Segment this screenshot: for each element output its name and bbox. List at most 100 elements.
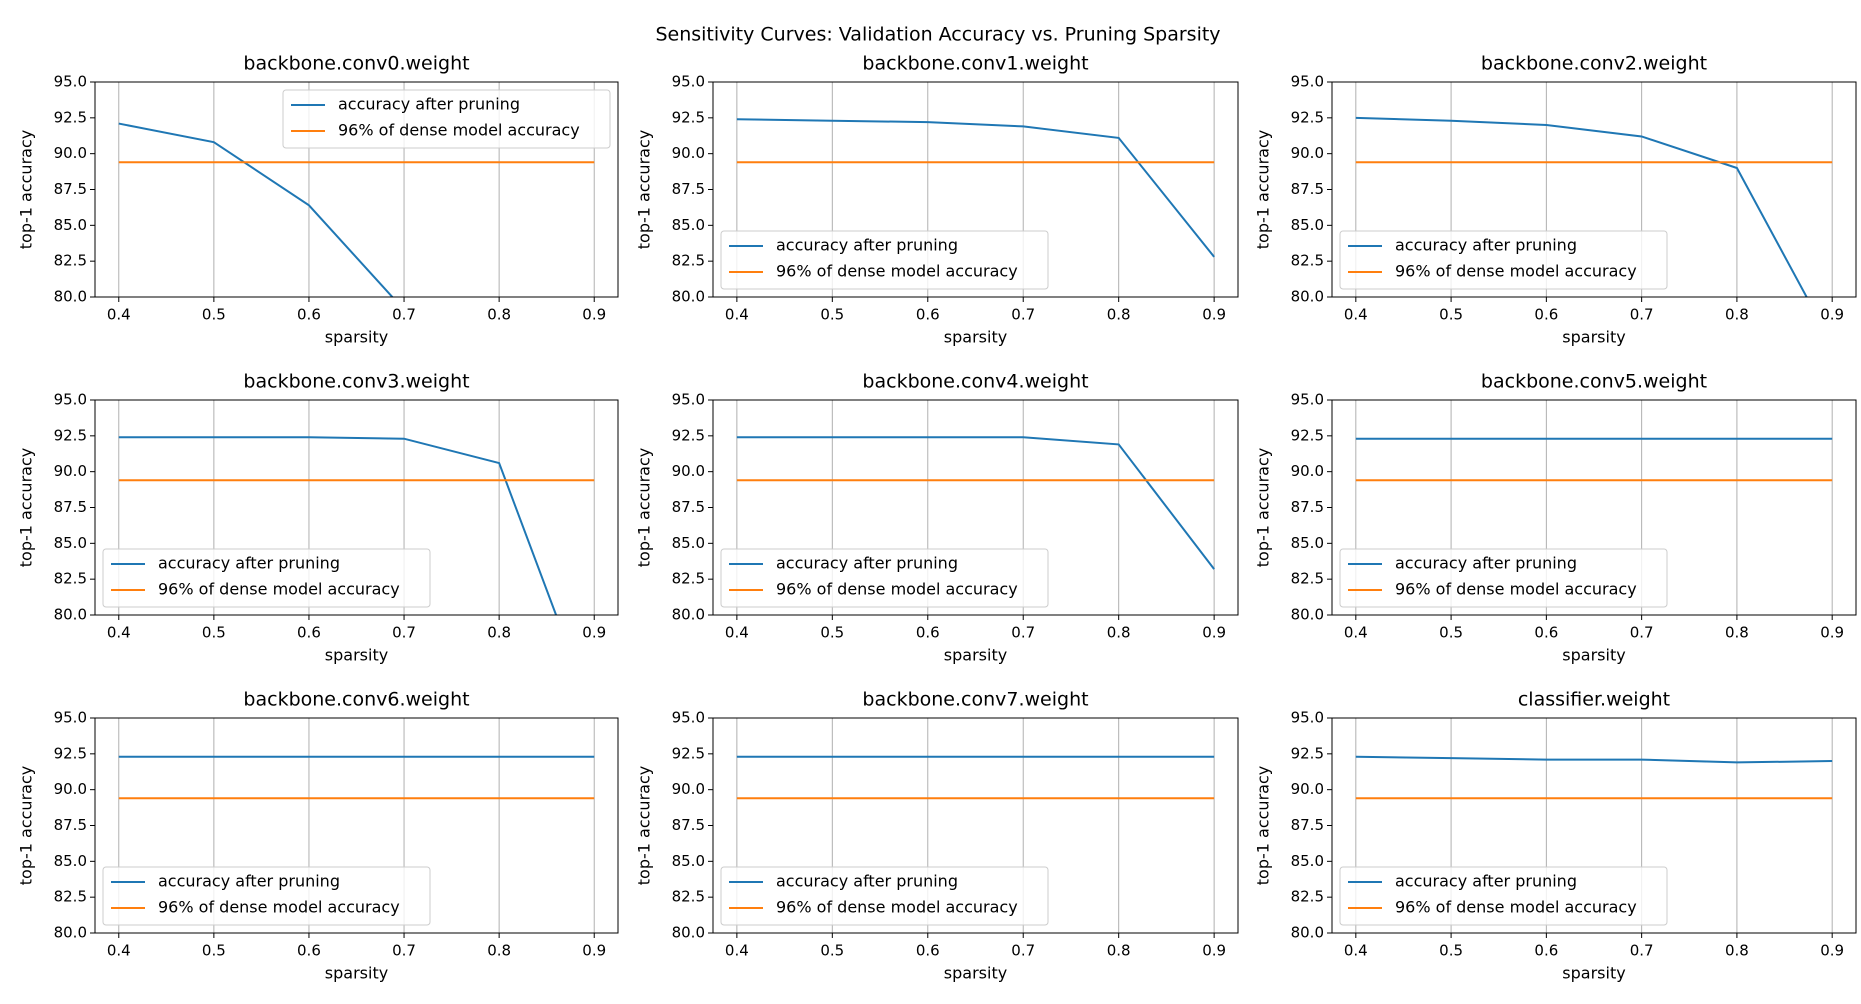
x-tick-label: 0.6 <box>1534 306 1558 324</box>
plot-frame <box>712 717 1239 934</box>
plot-frame <box>712 399 1239 616</box>
y-tick-label: 85.0 <box>54 216 87 234</box>
plot-frame <box>94 399 619 616</box>
y-axis-label: top-1 accuracy <box>1254 448 1273 567</box>
legend: accuracy after pruning 96% of dense model… <box>720 866 1049 926</box>
subplot-title: backbone.conv3.weight <box>243 371 469 393</box>
x-tick-label: 0.6 <box>297 942 321 960</box>
x-axis-label: sparsity <box>325 328 388 347</box>
x-tick-label: 0.4 <box>107 306 131 324</box>
legend-label: accuracy after pruning <box>1395 554 1577 573</box>
x-tick-label: 0.6 <box>297 306 321 324</box>
y-tick-label: 87.5 <box>54 816 87 834</box>
x-tick-label: 0.4 <box>1344 306 1368 324</box>
y-tick-label: 90.0 <box>672 780 705 798</box>
subplot-title: backbone.conv1.weight <box>862 53 1088 75</box>
x-tick-label: 0.9 <box>1820 306 1844 324</box>
legend-label: 96% of dense model accuracy <box>158 580 400 599</box>
y-tick-label: 82.5 <box>672 570 705 588</box>
x-tick-label: 0.5 <box>202 624 226 642</box>
y-tick-label: 80.0 <box>672 924 705 942</box>
subplot-title: classifier.weight <box>1518 689 1670 711</box>
y-axis-label: top-1 accuracy <box>17 766 36 885</box>
subplot: 0.4 0.5 0.6 0.7 0.8 0.9 80.0 82.5 85.0 87.5 90.0 92… <box>17 53 619 347</box>
x-tick-label: 0.4 <box>1344 942 1368 960</box>
x-tick-label: 0.7 <box>392 942 416 960</box>
y-axis-label: top-1 accuracy <box>17 130 36 249</box>
legend-label: accuracy after pruning <box>1395 872 1577 891</box>
x-tick-label: 0.9 <box>582 306 606 324</box>
subplot-title: backbone.conv5.weight <box>1481 371 1707 393</box>
legend-box <box>1339 548 1668 608</box>
legend-box <box>1339 230 1668 290</box>
y-tick-label: 82.5 <box>54 570 87 588</box>
x-tick-label: 0.7 <box>1630 624 1654 642</box>
legend-label: accuracy after pruning <box>776 554 958 573</box>
x-tick-label: 0.6 <box>1534 942 1558 960</box>
y-tick-label: 90.0 <box>54 462 87 480</box>
y-tick-label: 87.5 <box>1291 498 1324 516</box>
legend-box <box>720 548 1049 608</box>
legend-label: accuracy after pruning <box>338 95 520 114</box>
subplot-title: backbone.conv7.weight <box>862 689 1088 711</box>
x-axis-label: sparsity <box>944 646 1007 665</box>
y-tick-label: 82.5 <box>54 252 87 270</box>
x-tick-label: 0.7 <box>1011 624 1035 642</box>
x-axis-label: sparsity <box>325 964 388 983</box>
series-line <box>736 118 1215 258</box>
x-tick-label: 0.9 <box>1820 942 1844 960</box>
y-tick-label: 82.5 <box>1291 888 1324 906</box>
y-tick-label: 87.5 <box>672 816 705 834</box>
x-tick-label: 0.9 <box>1202 942 1226 960</box>
y-tick-label: 92.5 <box>54 744 87 762</box>
y-tick-label: 87.5 <box>1291 180 1324 198</box>
x-tick-label: 0.8 <box>1725 306 1749 324</box>
subplot-title: backbone.conv2.weight <box>1481 53 1707 75</box>
y-tick-label: 95.0 <box>1291 391 1324 409</box>
legend-box <box>1339 866 1668 926</box>
subplot: 0.4 0.5 0.6 0.7 0.8 0.9 80.0 82.5 85.0 87.5 90.0 92… <box>1254 53 1857 347</box>
x-tick-label: 0.5 <box>820 306 844 324</box>
y-tick-label: 85.0 <box>672 534 705 552</box>
series-line <box>736 436 1215 570</box>
legend-label: accuracy after pruning <box>158 872 340 891</box>
subplot-title: backbone.conv0.weight <box>243 53 469 75</box>
plot-frame <box>1331 399 1857 616</box>
x-tick-label: 0.8 <box>1107 306 1131 324</box>
y-tick-label: 90.0 <box>1291 462 1324 480</box>
y-tick-label: 87.5 <box>672 498 705 516</box>
y-tick-label: 85.0 <box>54 852 87 870</box>
legend-label: 96% of dense model accuracy <box>776 262 1018 281</box>
x-tick-label: 0.6 <box>916 624 940 642</box>
x-tick-label: 0.5 <box>820 624 844 642</box>
y-tick-label: 95.0 <box>54 391 87 409</box>
y-tick-label: 90.0 <box>672 462 705 480</box>
x-tick-label: 0.4 <box>725 942 749 960</box>
y-tick-label: 80.0 <box>54 924 87 942</box>
legend-label: 96% of dense model accuracy <box>338 121 580 140</box>
y-tick-label: 87.5 <box>54 180 87 198</box>
y-tick-label: 82.5 <box>1291 252 1324 270</box>
y-axis-label: top-1 accuracy <box>635 448 654 567</box>
y-tick-label: 85.0 <box>1291 534 1324 552</box>
y-tick-label: 92.5 <box>1291 744 1324 762</box>
y-tick-label: 92.5 <box>672 108 705 126</box>
subplot-title: backbone.conv6.weight <box>243 689 469 711</box>
legend: accuracy after pruning 96% of dense model… <box>720 548 1049 608</box>
y-tick-label: 95.0 <box>54 73 87 91</box>
legend-box <box>720 866 1049 926</box>
legend: accuracy after pruning 96% of dense model… <box>1339 866 1668 926</box>
x-tick-label: 0.6 <box>1534 624 1558 642</box>
x-tick-label: 0.5 <box>202 306 226 324</box>
legend-label: 96% of dense model accuracy <box>776 580 1018 599</box>
y-tick-label: 87.5 <box>672 180 705 198</box>
legend-label: 96% of dense model accuracy <box>1395 262 1637 281</box>
y-tick-label: 90.0 <box>672 144 705 162</box>
y-tick-label: 87.5 <box>1291 816 1324 834</box>
legend-box <box>102 866 431 926</box>
y-tick-label: 95.0 <box>1291 73 1324 91</box>
y-tick-label: 85.0 <box>672 852 705 870</box>
x-tick-label: 0.8 <box>487 624 511 642</box>
